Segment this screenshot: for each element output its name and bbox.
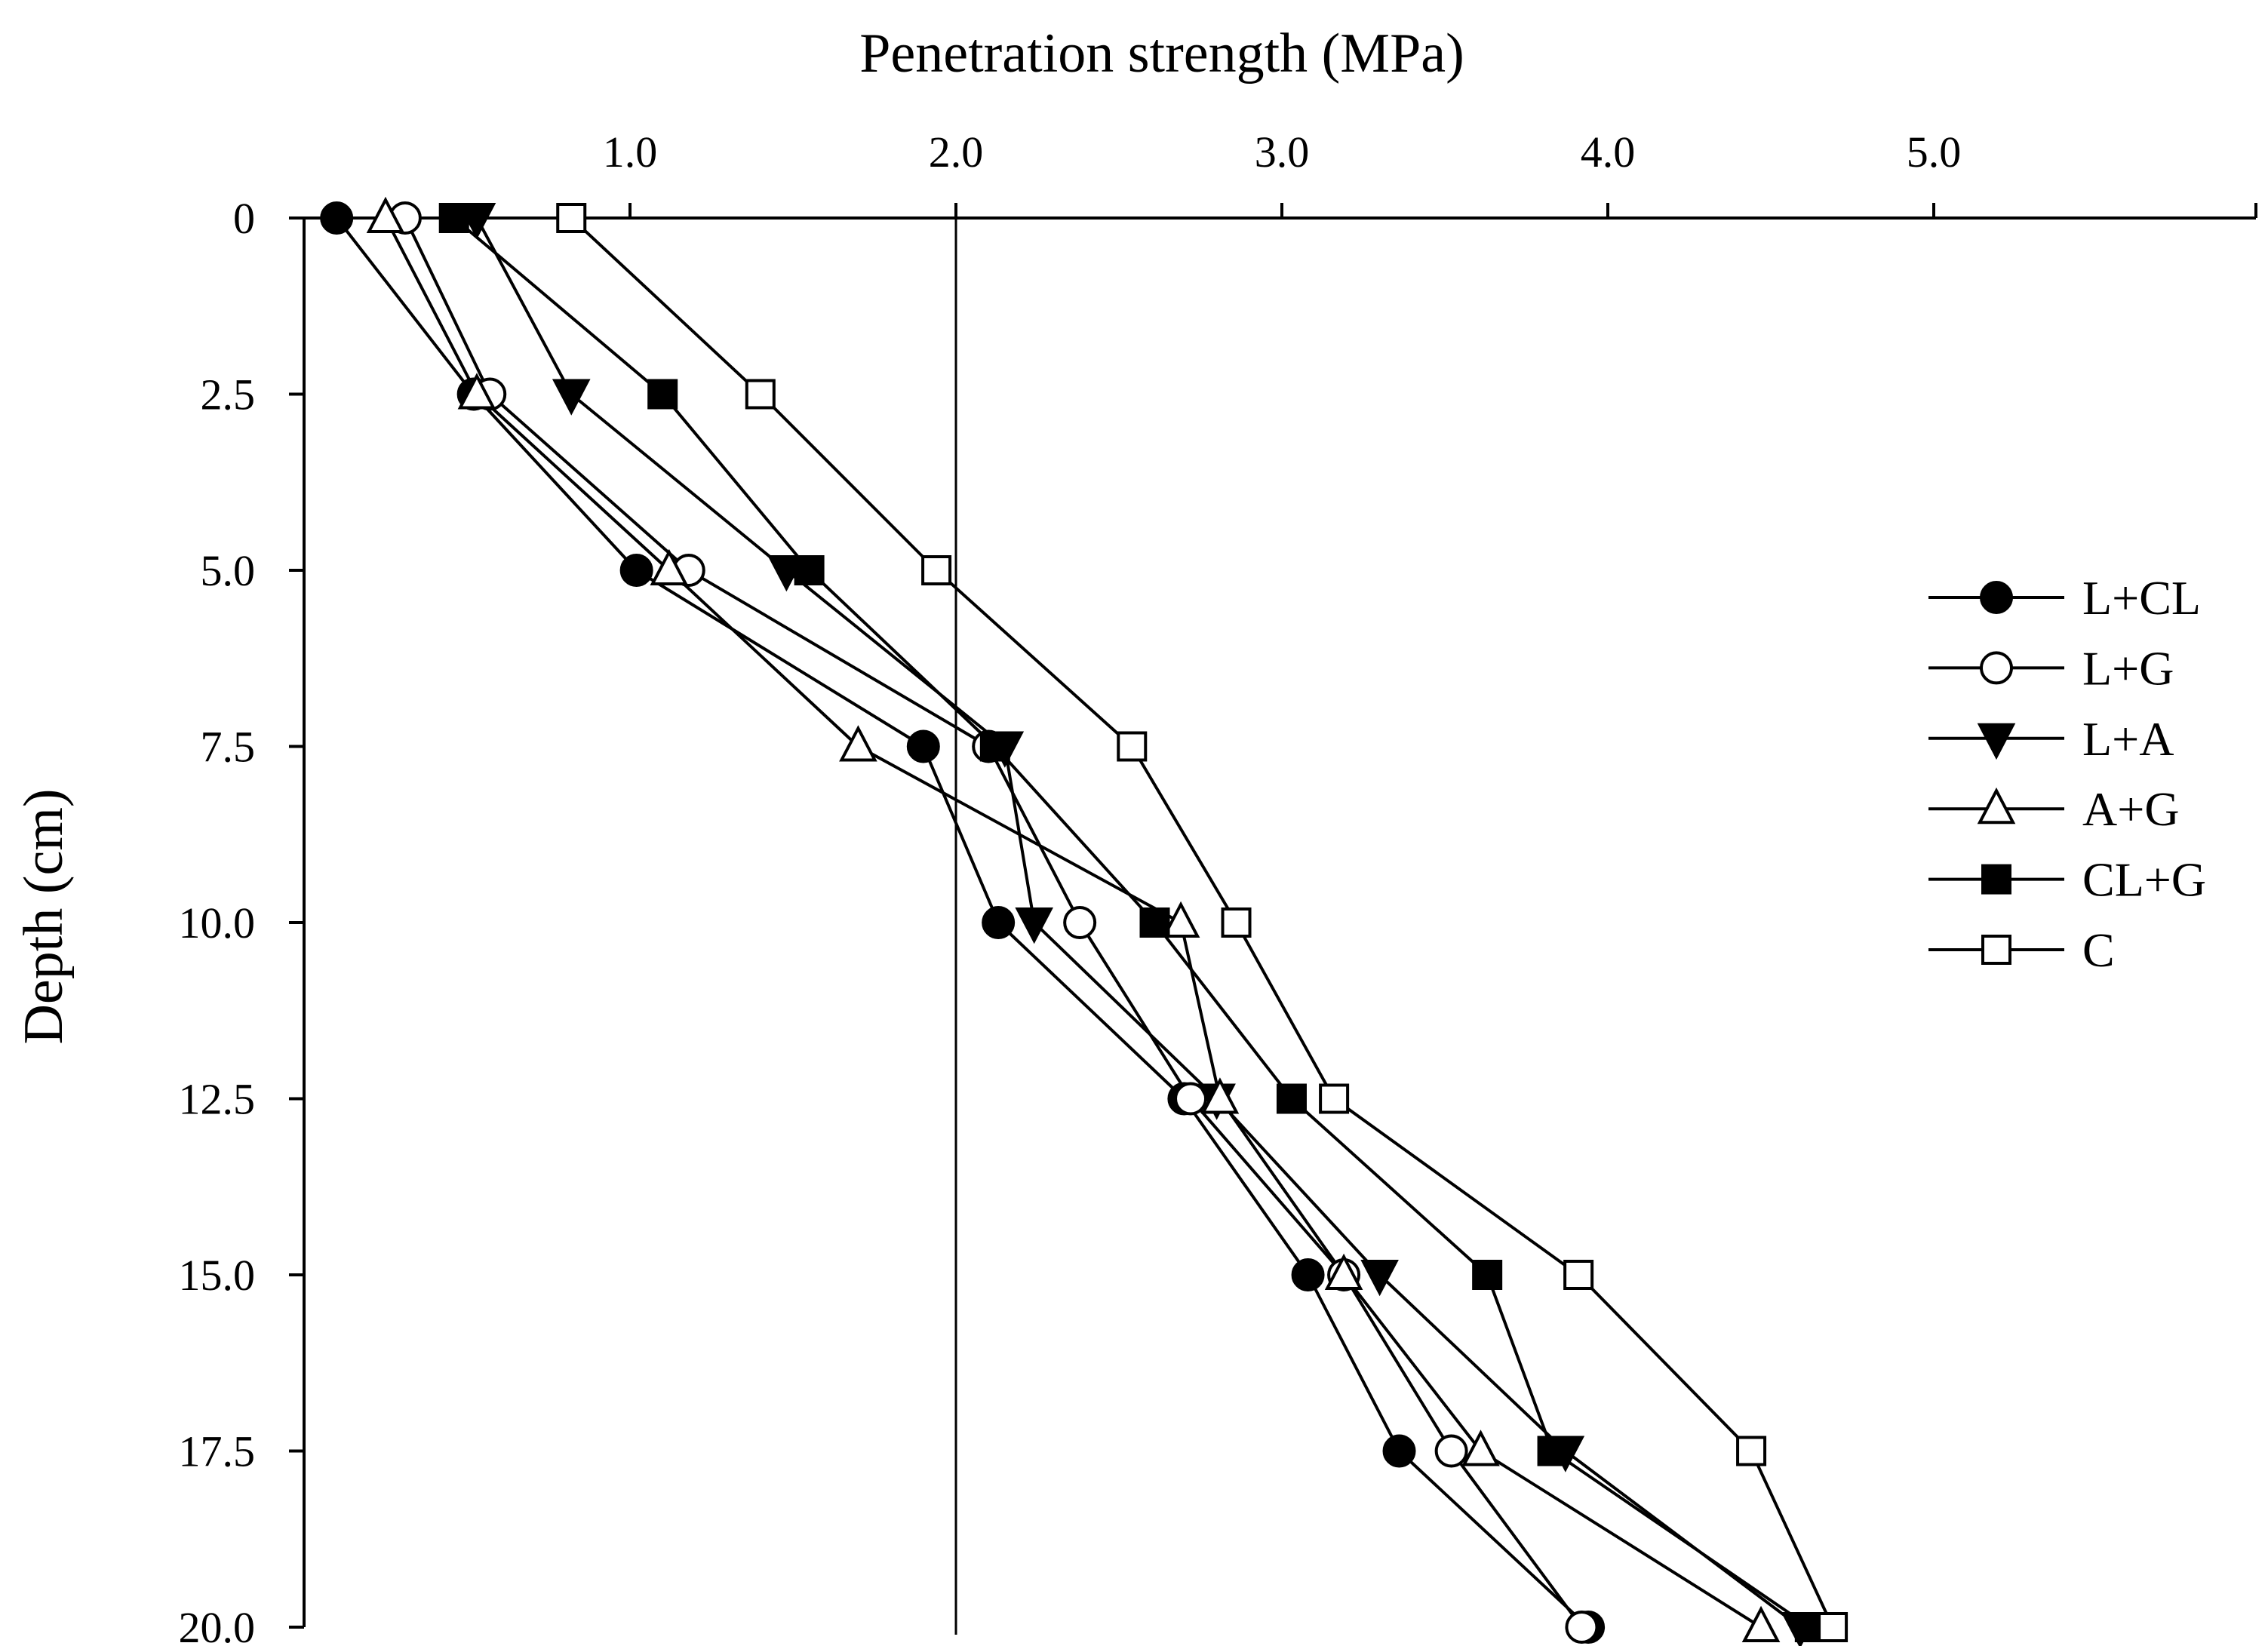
data-point <box>1563 1260 1594 1290</box>
y-axis-title: Depth (cm) <box>13 788 75 1044</box>
legend-item: L+CL <box>1928 571 2201 625</box>
data-point <box>921 555 952 585</box>
legend-marker <box>1980 651 2013 685</box>
data-point <box>1565 1611 1599 1644</box>
y-tick-label: 0 <box>233 194 255 243</box>
series-line-l-cl <box>335 216 1590 1629</box>
data-point <box>556 203 587 233</box>
series-cl-g <box>438 203 1825 1642</box>
data-point <box>982 906 1016 939</box>
data-point <box>1139 907 1170 938</box>
data-point <box>647 379 678 410</box>
data-point <box>552 379 591 416</box>
data-point <box>1537 1436 1568 1466</box>
legend-label: CL+G <box>2082 853 2206 907</box>
data-point <box>457 373 496 410</box>
legend-item: CL+G <box>1928 853 2206 907</box>
legend-item: L+G <box>1928 641 2174 695</box>
x-tick-label: 1.0 <box>603 127 658 177</box>
y-tick-label: 10.0 <box>179 898 256 947</box>
data-point <box>366 196 405 233</box>
data-point <box>1324 1253 1363 1290</box>
data-point <box>1461 1430 1500 1466</box>
legend-marker <box>1981 935 2011 965</box>
legend-item: C <box>1928 923 2115 977</box>
data-point <box>1434 1434 1468 1468</box>
axes: 1.0 2.0 3.0 4.0 5.0 0 2.5 5.0 7.5 10.0 12.5 15.0 17.… <box>179 127 2257 1646</box>
series-a-g <box>366 196 1781 1642</box>
y-tick-label: 7.5 <box>201 723 256 772</box>
data-point <box>320 201 354 235</box>
data-point <box>1741 1605 1781 1642</box>
data-point <box>1276 1083 1307 1114</box>
x-axis-title: Penetration strength (MPa) <box>859 23 1464 84</box>
series-layer <box>320 196 1849 1646</box>
data-point <box>794 555 825 585</box>
data-point <box>1736 1436 1767 1466</box>
data-point <box>650 548 689 585</box>
data-point <box>438 203 469 233</box>
legend-marker <box>1977 787 2016 825</box>
legend-marker <box>1980 581 2013 614</box>
x-tick-label: 5.0 <box>1907 127 1962 177</box>
legend-label: L+G <box>2082 641 2174 695</box>
data-point <box>1063 906 1097 939</box>
y-tick-label: 2.5 <box>201 370 256 419</box>
data-point <box>1200 1077 1240 1114</box>
y-tick-label: 15.0 <box>179 1251 256 1300</box>
legend-marker <box>1977 723 2016 760</box>
data-point <box>1015 907 1053 944</box>
legend-label: C <box>2082 923 2115 977</box>
series-c <box>556 203 1849 1642</box>
data-point <box>1161 901 1200 938</box>
series-l-a <box>457 203 1820 1646</box>
x-tick-label: 4.0 <box>1581 127 1636 177</box>
data-point <box>619 554 653 587</box>
data-point <box>1319 1083 1350 1114</box>
data-point <box>1818 1612 1849 1642</box>
legend-label: A+G <box>2082 782 2180 836</box>
data-point <box>745 379 776 410</box>
legend-label: L+CL <box>2082 571 2201 625</box>
data-point <box>1360 1260 1399 1297</box>
data-point <box>1221 907 1252 938</box>
legend-label: L+A <box>2082 712 2174 766</box>
series-line-c <box>570 216 1834 1628</box>
data-point <box>839 725 877 762</box>
data-point <box>1382 1434 1416 1468</box>
y-tick-label: 20.0 <box>179 1603 256 1646</box>
y-tick-label: 5.0 <box>201 546 256 595</box>
y-tick-label: 17.5 <box>179 1427 256 1476</box>
data-point <box>1472 1260 1503 1290</box>
series-line-cl-g <box>453 216 1811 1629</box>
series-line-l-a <box>475 217 1802 1629</box>
legend: L+CL L+G L+A A+G CL+G C <box>1928 571 2206 977</box>
series-l-cl <box>320 201 1606 1644</box>
x-tick-label: 2.0 <box>929 127 984 177</box>
data-point <box>1117 731 1148 762</box>
legend-item: L+A <box>1928 712 2174 766</box>
data-point <box>979 731 1010 762</box>
legend-item: A+G <box>1928 782 2180 836</box>
data-point <box>1291 1258 1325 1291</box>
data-point <box>906 729 940 763</box>
legend-marker <box>1981 864 2011 895</box>
x-tick-label: 3.0 <box>1255 127 1310 177</box>
y-tick-label: 12.5 <box>179 1075 256 1124</box>
